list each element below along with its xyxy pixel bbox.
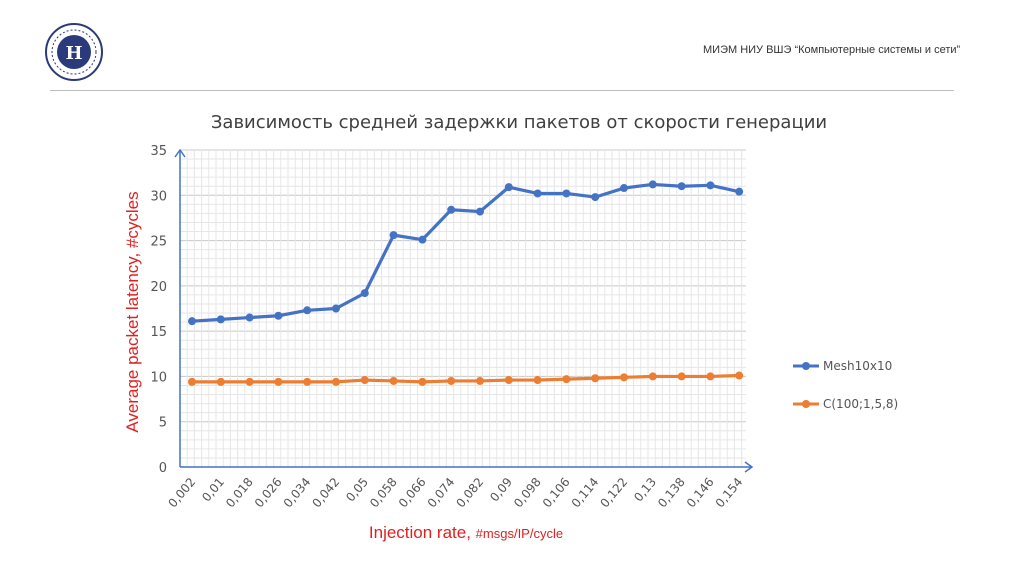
y-tick-label: 5 <box>159 416 167 431</box>
data-point <box>562 189 571 198</box>
y-tick-label: 10 <box>150 370 167 385</box>
data-point <box>504 376 513 385</box>
data-point <box>648 180 657 189</box>
series-line <box>191 182 740 323</box>
data-point <box>389 376 398 385</box>
data-point <box>648 372 657 381</box>
y-axis-label: Average packet latency, #cycles <box>123 191 142 432</box>
x-tick-label: 0,042 <box>309 475 342 510</box>
x-tick-label: 0,122 <box>597 475 630 510</box>
data-point <box>245 313 254 322</box>
data-point <box>533 376 542 385</box>
y-tick-label: 15 <box>150 325 167 340</box>
legend-label: Mesh10x10 <box>823 359 892 373</box>
series-1 <box>188 371 744 386</box>
data-point <box>706 181 715 190</box>
x-tick-label: 0,026 <box>252 475 285 510</box>
chart-legend: Mesh10x10 C(100;1,5,8) <box>793 359 898 411</box>
x-tick-label: 0,058 <box>367 475 400 510</box>
data-point <box>245 377 254 386</box>
data-point <box>620 373 628 382</box>
data-point <box>274 311 283 320</box>
legend-swatch-marker <box>802 400 810 408</box>
data-point <box>389 231 398 240</box>
data-point <box>188 377 196 386</box>
x-tick-label: 0,146 <box>684 475 717 510</box>
data-point <box>735 187 744 196</box>
data-point <box>360 289 369 298</box>
x-tick-label: 0,018 <box>223 475 256 510</box>
header-divider <box>50 90 954 91</box>
chart-axes <box>174 148 754 473</box>
series-line <box>192 373 740 384</box>
legend-label: C(100;1,5,8) <box>823 397 898 411</box>
y-tick-label: 20 <box>150 280 167 295</box>
x-axis-arrow <box>744 461 754 473</box>
y-tick-label: 30 <box>150 189 167 204</box>
chart-title: Зависимость средней задержки пакетов от … <box>211 112 827 133</box>
data-point <box>303 377 312 386</box>
data-point <box>216 377 225 386</box>
x-tick-label: 0,138 <box>655 475 688 510</box>
svg-text:Н: Н <box>65 43 82 64</box>
data-point <box>332 377 340 386</box>
data-point <box>447 376 456 385</box>
data-point <box>620 184 628 193</box>
data-point <box>188 317 196 326</box>
y-tick-label: 0 <box>159 461 167 476</box>
data-point <box>706 372 715 381</box>
y-tick-label: 25 <box>150 235 167 250</box>
data-point <box>735 371 744 380</box>
hse-logo-icon: Н <box>45 23 103 81</box>
y-axis-arrow <box>174 148 186 158</box>
data-point <box>447 205 456 214</box>
data-point <box>591 193 600 202</box>
data-point <box>332 304 340 313</box>
data-point <box>591 374 600 383</box>
data-point <box>677 372 686 381</box>
x-axis-label: Injection rate, #msgs/IP/cycle <box>369 523 563 542</box>
data-point <box>562 375 571 384</box>
x-tick-label: 0,154 <box>713 475 746 510</box>
series-0 <box>188 180 744 326</box>
data-point <box>504 183 513 192</box>
data-point <box>533 189 542 198</box>
data-point <box>677 182 686 191</box>
y-tick-label: 35 <box>150 144 167 159</box>
x-axis-label-unit: #msgs/IP/cycle <box>476 526 563 541</box>
legend-swatch-marker <box>802 362 810 370</box>
y-axis-ticks: 0 5 10 15 20 25 30 35 <box>150 144 167 476</box>
x-tick-label: 0,082 <box>453 475 486 510</box>
header-org-text: МИЭМ НИУ ВШЭ “Компьютерные системы и сет… <box>703 44 961 56</box>
data-point <box>418 235 427 244</box>
data-point <box>476 207 484 216</box>
data-point <box>303 306 312 315</box>
data-point <box>360 376 369 385</box>
x-tick-label: 0,002 <box>165 475 198 510</box>
x-tick-label: 0,066 <box>396 475 429 510</box>
x-tick-label: 0,074 <box>425 475 458 510</box>
data-point <box>274 377 283 386</box>
x-tick-label: 0,106 <box>540 475 573 510</box>
data-point <box>476 376 484 385</box>
data-point <box>418 377 427 386</box>
legend-item: C(100;1,5,8) <box>793 397 898 411</box>
chart-series <box>188 180 744 386</box>
x-tick-label: 0,034 <box>281 475 314 510</box>
x-tick-label: 0,114 <box>569 475 602 510</box>
data-point <box>216 315 225 324</box>
chart-grid <box>180 149 746 467</box>
x-tick-label: 0,098 <box>511 475 544 510</box>
legend-item: Mesh10x10 <box>793 359 892 373</box>
x-axis-label-main: Injection rate, <box>369 523 476 542</box>
